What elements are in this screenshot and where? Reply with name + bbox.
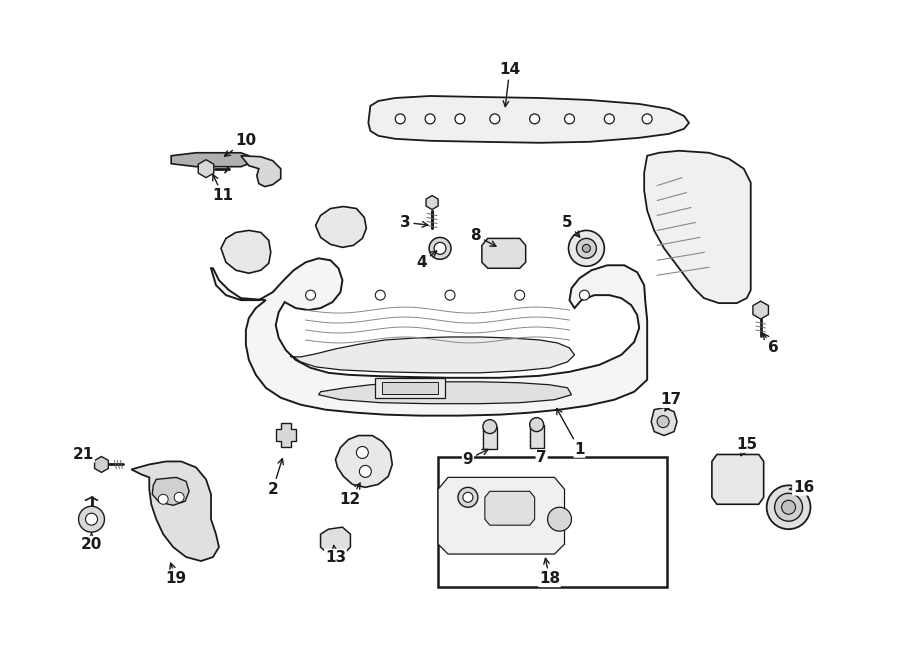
Text: 9: 9 <box>463 449 488 467</box>
Circle shape <box>490 114 500 124</box>
Circle shape <box>580 290 590 300</box>
Circle shape <box>643 114 652 124</box>
Polygon shape <box>221 231 271 273</box>
Text: 2: 2 <box>267 459 284 497</box>
Polygon shape <box>530 424 544 447</box>
Circle shape <box>429 237 451 259</box>
Text: 3: 3 <box>400 215 428 230</box>
Polygon shape <box>211 258 647 416</box>
Polygon shape <box>438 477 564 554</box>
Circle shape <box>463 492 473 502</box>
Text: 14: 14 <box>500 61 520 106</box>
Polygon shape <box>368 96 689 143</box>
Polygon shape <box>241 156 281 186</box>
Polygon shape <box>319 382 572 404</box>
Circle shape <box>455 114 465 124</box>
Text: 21: 21 <box>73 447 94 462</box>
Text: 19: 19 <box>166 563 186 586</box>
Text: 4: 4 <box>417 251 436 270</box>
Circle shape <box>767 485 811 529</box>
Circle shape <box>577 239 597 258</box>
Polygon shape <box>131 461 219 561</box>
Polygon shape <box>753 301 769 319</box>
Text: 11: 11 <box>212 175 233 203</box>
Text: 7: 7 <box>536 449 547 465</box>
Polygon shape <box>336 436 392 487</box>
Circle shape <box>78 506 104 532</box>
Text: 6: 6 <box>763 334 779 356</box>
Circle shape <box>306 290 316 300</box>
Polygon shape <box>375 378 445 398</box>
Polygon shape <box>482 239 526 268</box>
Polygon shape <box>94 457 108 473</box>
Circle shape <box>375 290 385 300</box>
Circle shape <box>359 465 372 477</box>
Text: 12: 12 <box>340 483 361 507</box>
Circle shape <box>775 493 803 521</box>
Text: 15: 15 <box>736 437 757 456</box>
Text: 10: 10 <box>224 134 256 156</box>
Text: 5: 5 <box>562 215 580 237</box>
Circle shape <box>530 418 544 432</box>
Text: 16: 16 <box>789 480 814 495</box>
Polygon shape <box>426 196 438 210</box>
Circle shape <box>483 420 497 434</box>
Circle shape <box>356 447 368 459</box>
Circle shape <box>515 290 525 300</box>
Circle shape <box>781 500 796 514</box>
Circle shape <box>569 231 604 266</box>
Polygon shape <box>483 426 497 449</box>
Circle shape <box>657 416 669 428</box>
Circle shape <box>564 114 574 124</box>
Circle shape <box>395 114 405 124</box>
Circle shape <box>582 245 590 253</box>
Polygon shape <box>382 382 438 394</box>
Circle shape <box>86 513 97 525</box>
Polygon shape <box>316 206 366 247</box>
Polygon shape <box>644 151 751 303</box>
FancyBboxPatch shape <box>438 457 667 587</box>
Polygon shape <box>198 160 214 178</box>
Polygon shape <box>171 153 248 167</box>
Circle shape <box>547 507 572 531</box>
Polygon shape <box>712 455 764 504</box>
Text: 20: 20 <box>81 533 103 551</box>
Polygon shape <box>320 527 350 555</box>
Text: 17: 17 <box>661 392 681 411</box>
Text: 8: 8 <box>471 228 496 247</box>
Polygon shape <box>152 477 189 505</box>
Circle shape <box>458 487 478 507</box>
Text: 1: 1 <box>557 408 585 457</box>
Polygon shape <box>291 337 574 373</box>
Polygon shape <box>485 491 535 525</box>
Polygon shape <box>652 408 677 436</box>
Circle shape <box>425 114 435 124</box>
Circle shape <box>434 243 446 254</box>
Polygon shape <box>275 422 296 447</box>
Circle shape <box>158 494 168 504</box>
Text: 18: 18 <box>539 559 560 586</box>
Circle shape <box>604 114 615 124</box>
Circle shape <box>530 114 540 124</box>
Circle shape <box>175 492 184 502</box>
Circle shape <box>445 290 455 300</box>
Text: 13: 13 <box>325 545 346 564</box>
